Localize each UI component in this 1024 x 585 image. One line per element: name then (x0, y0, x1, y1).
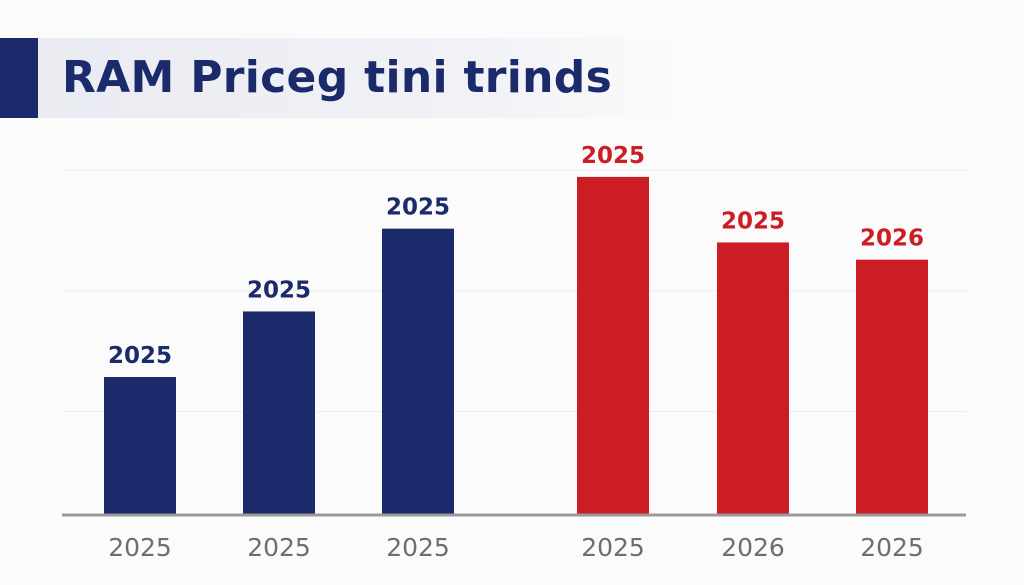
data-label-1: 2025 (247, 277, 311, 303)
x-tick-label-4: 2026 (721, 533, 785, 562)
x-tick-label-3: 2025 (581, 533, 645, 562)
data-label-2: 2025 (386, 195, 450, 221)
x-tick-label-1: 2025 (247, 533, 311, 562)
bar-3 (577, 176, 649, 515)
data-label-4: 2025 (721, 208, 785, 234)
data-label-3: 2025 (581, 143, 645, 169)
bar-1 (243, 311, 315, 515)
x-tick-label-2: 2025 (386, 533, 450, 562)
bar-4 (717, 242, 789, 515)
chart-title: RAM Priceg tini trinds (62, 52, 613, 103)
data-label-0: 2025 (108, 343, 172, 369)
bar-5 (856, 259, 928, 515)
bar-0 (104, 377, 176, 515)
x-tick-label-5: 2025 (860, 533, 924, 562)
bar-2 (382, 228, 454, 515)
title-accent-bar (0, 38, 38, 118)
title-banner: RAM Priceg tini trinds (0, 38, 680, 118)
x-tick-label-0: 2025 (108, 533, 172, 562)
data-label-5: 2026 (860, 226, 924, 252)
